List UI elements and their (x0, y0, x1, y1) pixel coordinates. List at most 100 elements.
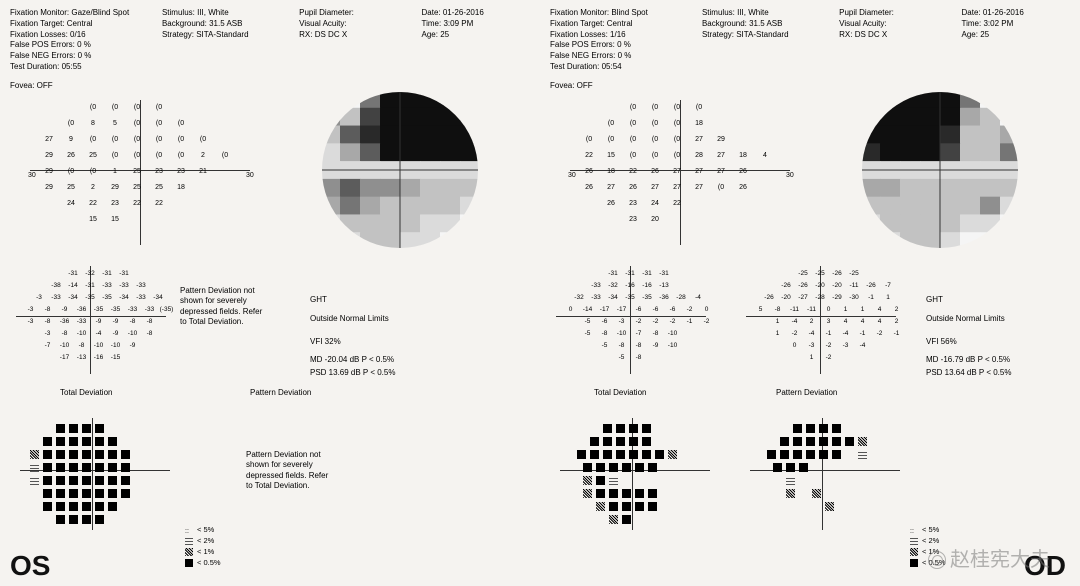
cell: 18 (170, 184, 192, 200)
cell (732, 104, 754, 120)
cell: -7 (39, 342, 56, 354)
prob-cell (54, 487, 67, 500)
prob-cell (594, 461, 607, 474)
grayscale-svg (840, 90, 1040, 250)
prob-cell (823, 487, 836, 500)
cell (698, 342, 715, 354)
cell: 2 (888, 306, 905, 318)
prob-cell (843, 435, 856, 448)
cell: -8 (39, 306, 56, 318)
cell: -6 (664, 306, 681, 318)
psd-value: PSD 13.69 dB P < 0.5% (310, 367, 450, 380)
watermark-text: 赵桂宪大夫 (928, 543, 1050, 572)
prob-cell (797, 487, 810, 500)
prob-cell (797, 500, 810, 513)
cell: -26 (829, 270, 846, 282)
prob-cell (784, 474, 797, 487)
cell (214, 216, 236, 232)
cell: -1 (820, 330, 837, 342)
cell: -2 (786, 330, 803, 342)
cell: -11 (846, 282, 863, 294)
cell: 24 (644, 200, 666, 216)
cell (690, 282, 707, 294)
cell: 15 (104, 216, 126, 232)
cell: 27 (38, 136, 60, 152)
cell: -5 (579, 318, 596, 330)
prob-cell (765, 435, 778, 448)
cell: -25 (846, 270, 863, 282)
legend-row: < 2% (185, 535, 221, 546)
prob-row-os: Pattern Deviation not shown for severely… (10, 410, 530, 560)
cell: -32 (82, 270, 99, 282)
prob-cell (568, 513, 581, 526)
prob-cell (843, 448, 856, 461)
cell: 26 (622, 184, 644, 200)
prob-cell (771, 461, 784, 474)
hdr-text: Date: 01-26-2016 (422, 8, 531, 19)
prob-cell (67, 513, 80, 526)
cell: -13 (656, 282, 673, 294)
cell (150, 270, 167, 282)
prob-cell (568, 487, 581, 500)
cell (48, 270, 65, 282)
prob-cell (627, 448, 640, 461)
prob-cell (791, 422, 804, 435)
hdr-text: False POS Errors: 0 % (550, 40, 698, 51)
cell: -1 (681, 318, 698, 330)
md-value: MD -16.79 dB P < 0.5% (926, 354, 1066, 367)
cell: 24 (60, 200, 82, 216)
cell: -10 (664, 330, 681, 342)
cell (562, 354, 579, 366)
prob-cell (607, 487, 620, 500)
cell (579, 354, 596, 366)
cell: -8 (769, 306, 786, 318)
prob-cell (836, 500, 849, 513)
cell: -9 (107, 330, 124, 342)
cell (752, 318, 769, 330)
prob-cell (836, 474, 849, 487)
prob-cell (594, 487, 607, 500)
prob-cell (28, 474, 41, 487)
prob-cell (646, 461, 659, 474)
cell (158, 330, 175, 342)
cell: (0 (666, 136, 688, 152)
hdr-text: Stimulus: III, White (162, 8, 295, 19)
cell: -16 (90, 354, 107, 366)
cell: 15 (82, 216, 104, 232)
cell: 4 (837, 318, 854, 330)
prob-cell (119, 500, 132, 513)
cell: -33 (141, 306, 158, 318)
cell: -6 (630, 306, 647, 318)
cell (192, 184, 214, 200)
prob-cell (856, 435, 869, 448)
cell (214, 168, 236, 184)
cell (710, 200, 732, 216)
hdr-text: Stimulus: III, White (702, 8, 835, 19)
cell (880, 270, 897, 282)
cell: -25 (812, 270, 829, 282)
cell: 27 (600, 184, 622, 200)
cell (214, 184, 236, 200)
cell (31, 270, 48, 282)
cell: (0 (82, 168, 104, 184)
cell: 1 (880, 294, 897, 306)
prob-cell (581, 500, 594, 513)
prob-cell (778, 435, 791, 448)
cell: -35 (639, 294, 656, 306)
prob-cell (672, 513, 685, 526)
threshold-grid-os: 30 30 (0(0(0(0(085(0(0(0279(0(0(0(0(0(02… (10, 90, 270, 250)
tick-label: 30 (246, 172, 254, 179)
cell: -4 (854, 342, 871, 354)
cell: (0 (82, 104, 104, 120)
cell: 28 (688, 152, 710, 168)
pattern-dev-label: Pattern Deviation (776, 388, 837, 397)
prob-cell (659, 487, 672, 500)
cell (754, 200, 776, 216)
panel-od: Fixation Monitor: Blind Spot Fixation Ta… (540, 0, 1080, 586)
prob-cell (817, 422, 830, 435)
prob-cell (758, 487, 771, 500)
cell (562, 342, 579, 354)
prob-cell (80, 487, 93, 500)
cell: -36 (56, 318, 73, 330)
cell: 27 (688, 184, 710, 200)
